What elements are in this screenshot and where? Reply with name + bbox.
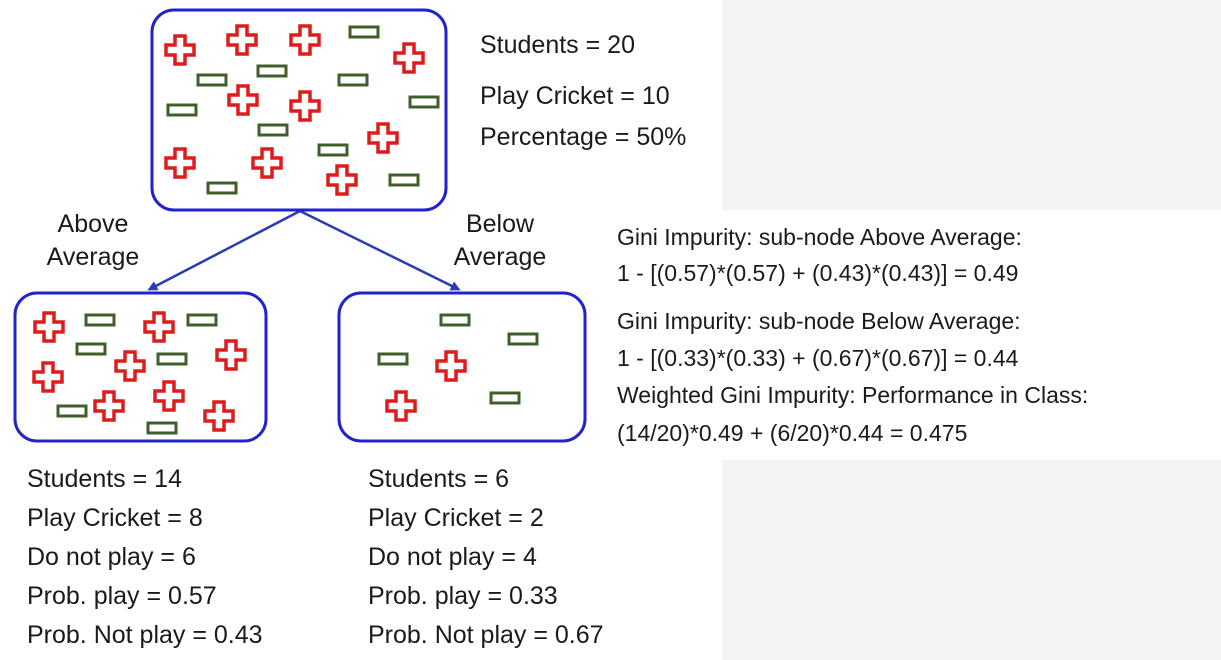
plus-icon — [393, 42, 425, 74]
plus-icon — [114, 350, 146, 382]
right-prob-not-play-text: Prob. Not play = 0.67 — [368, 621, 604, 649]
left-do-not-play-text: Do not play = 6 — [27, 543, 196, 571]
plus-icon — [326, 164, 358, 196]
minus-icon — [377, 352, 409, 366]
root-play-cricket-text: Play Cricket = 10 — [480, 82, 670, 110]
plus-icon — [164, 147, 196, 179]
plus-icon — [251, 147, 283, 179]
branch-label-below-average: Below Average — [425, 208, 575, 274]
gini-below-title: Gini Impurity: sub-node Below Average: — [617, 308, 1021, 334]
plus-icon — [289, 90, 321, 122]
minus-icon — [257, 123, 289, 137]
minus-icon — [256, 64, 288, 78]
gini-above-title: Gini Impurity: sub-node Above Average: — [617, 224, 1022, 250]
minus-icon — [84, 313, 116, 327]
minus-icon — [206, 181, 238, 195]
left-play-cricket-text: Play Cricket = 8 — [27, 504, 203, 532]
minus-icon — [156, 352, 188, 366]
minus-icon — [75, 342, 107, 356]
plus-icon — [203, 400, 235, 432]
minus-icon — [388, 173, 420, 187]
right-do-not-play-text: Do not play = 4 — [368, 543, 537, 571]
plus-icon — [143, 311, 175, 343]
minus-icon — [337, 73, 369, 87]
plus-icon — [226, 24, 258, 56]
branch-label-above-average: Above Average — [18, 208, 168, 274]
branch-label-above-line1: Above — [57, 210, 129, 238]
branch-label-above-line2: Average — [46, 243, 140, 271]
plus-icon — [289, 24, 321, 56]
branch-label-below-line2: Average — [453, 243, 547, 271]
plus-icon — [215, 339, 247, 371]
plus-icon — [93, 390, 125, 422]
plus-icon — [385, 390, 417, 422]
minus-icon — [348, 25, 380, 39]
minus-icon — [56, 404, 88, 418]
minus-icon — [507, 332, 539, 346]
plus-icon — [153, 380, 185, 412]
minus-icon — [186, 313, 218, 327]
gini-weighted-formula: (14/20)*0.49 + (6/20)*0.44 = 0.475 — [617, 420, 968, 446]
plus-icon — [33, 311, 65, 343]
plus-icon — [164, 34, 196, 66]
edge-below-average — [299, 209, 461, 291]
minus-icon — [317, 143, 349, 157]
minus-icon — [489, 391, 521, 405]
plus-icon — [227, 84, 259, 116]
minus-icon — [196, 73, 228, 87]
edge-above-average — [147, 209, 301, 291]
plus-icon — [435, 350, 467, 382]
minus-icon — [439, 313, 471, 327]
branch-label-below-line1: Below — [465, 210, 535, 238]
right-prob-play-text: Prob. play = 0.33 — [368, 582, 558, 610]
plus-icon — [367, 122, 399, 154]
left-students-text: Students = 14 — [27, 465, 182, 493]
minus-icon — [146, 421, 178, 435]
right-play-cricket-text: Play Cricket = 2 — [368, 504, 544, 532]
minus-icon — [166, 103, 198, 117]
gini-below-formula: 1 - [(0.33)*(0.33) + (0.67)*(0.67)] = 0.… — [617, 345, 1019, 371]
right-students-text: Students = 6 — [368, 465, 510, 493]
root-students-text: Students = 20 — [480, 31, 635, 59]
plus-icon — [32, 361, 64, 393]
gini-above-formula: 1 - [(0.57)*(0.57) + (0.43)*(0.43)] = 0.… — [617, 260, 1019, 286]
gini-panel — [600, 210, 1221, 460]
left-prob-not-play-text: Prob. Not play = 0.43 — [27, 621, 263, 649]
minus-icon — [408, 95, 440, 109]
root-percentage-text: Percentage = 50% — [480, 123, 687, 151]
left-prob-play-text: Prob. play = 0.57 — [27, 582, 217, 610]
gini-weighted-title: Weighted Gini Impurity: Performance in C… — [617, 382, 1089, 408]
